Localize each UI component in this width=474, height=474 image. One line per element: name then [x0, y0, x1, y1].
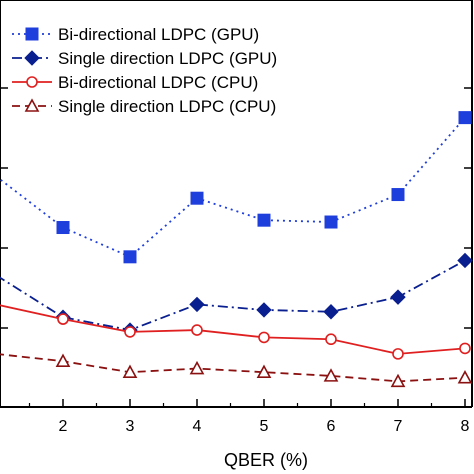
legend-item: Single direction LDPC (GPU) — [12, 49, 277, 68]
legend-swatch-marker — [24, 98, 40, 112]
series-4 — [0, 353, 473, 388]
data-point — [57, 313, 69, 325]
data-point — [55, 353, 71, 368]
series-2 — [0, 252, 473, 338]
x-tick-label: 8 — [461, 418, 470, 435]
x-tick-label: 4 — [193, 418, 202, 435]
series-line — [0, 353, 466, 383]
x-axis-title: QBER (%) — [224, 450, 308, 470]
data-point — [189, 296, 205, 313]
series-3 — [0, 304, 471, 360]
legend-item: Bi-directional LDPC (CPU) — [12, 73, 258, 92]
x-tick-label: 5 — [260, 418, 269, 435]
data-point — [325, 333, 337, 346]
x-tick-label: 7 — [394, 418, 403, 435]
legend-swatch-marker — [25, 27, 39, 41]
x-tick-label: 2 — [59, 418, 68, 435]
data-point — [457, 370, 473, 384]
legend-item: Bi-directional LDPC (GPU) — [12, 25, 259, 44]
legend-label: Bi-directional LDPC (GPU) — [58, 25, 259, 44]
series-1 — [0, 111, 472, 264]
legend-label: Bi-directional LDPC (CPU) — [58, 73, 258, 92]
data-point — [190, 191, 204, 205]
data-point — [189, 360, 205, 375]
series-line — [0, 117, 466, 258]
data-point — [258, 331, 270, 344]
data-point — [324, 215, 338, 229]
x-tick-label: 6 — [327, 418, 336, 435]
data-point — [390, 373, 406, 388]
x-tick-label: 3 — [126, 418, 135, 435]
legend-label: Single direction LDPC (CPU) — [58, 97, 276, 116]
legend-item: Single direction LDPC (CPU) — [12, 97, 276, 116]
legend-swatch-marker — [26, 76, 38, 88]
data-point — [392, 348, 404, 360]
data-point — [124, 326, 136, 338]
data-point — [123, 250, 137, 264]
data-point — [256, 364, 272, 379]
data-point — [390, 289, 406, 305]
data-point — [323, 368, 339, 382]
data-point — [191, 324, 203, 336]
legend-swatch-marker — [24, 50, 40, 66]
data-point — [459, 342, 471, 355]
data-point — [458, 111, 472, 125]
data-point — [457, 252, 473, 269]
data-point — [391, 188, 405, 202]
data-point — [323, 304, 339, 320]
series-line — [0, 304, 466, 355]
data-point — [56, 221, 70, 235]
data-point — [257, 213, 271, 227]
legend-label: Single direction LDPC (GPU) — [58, 49, 277, 68]
data-point — [256, 302, 272, 318]
data-point — [122, 364, 138, 379]
